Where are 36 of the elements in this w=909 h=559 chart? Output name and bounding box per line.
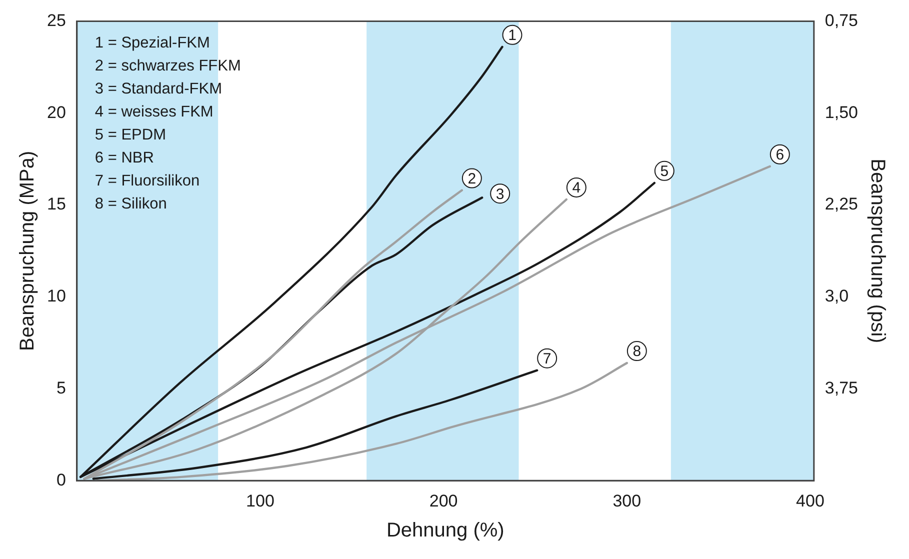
annotation: 7 = Fluorsilikon (94, 172, 200, 190)
y-tick-label: 15 (46, 194, 66, 214)
x-tick-label: 100 (246, 491, 274, 510)
y2-tick-label: 3,0 (824, 286, 849, 306)
annotation: 5 = EPDM (94, 126, 166, 144)
annotation: 1 = Spezial-FKM (94, 34, 210, 52)
x-tick-label: 400 (796, 491, 824, 510)
series-label: 5 (660, 163, 669, 180)
annotation: 2 = schwarzes FFKM (94, 57, 241, 74)
y2-tick-label: 2,25 (824, 194, 858, 214)
y2-axis-title: Beanspruchung (psi) (866, 158, 888, 344)
annotation: 6 = NBR (94, 149, 154, 166)
y-axis-title: Beanspruchung (MPa) (16, 150, 39, 351)
series-label: 2 (468, 170, 476, 188)
series-label: 8 (632, 343, 642, 360)
annotation: 8 = Silikon (94, 195, 167, 212)
y-tick-label: 5 (56, 378, 66, 398)
x-axis-title: Dehnung (%) (386, 520, 504, 542)
y-tick-label: 10 (46, 286, 66, 306)
y2-tick-label: 1,50 (824, 102, 858, 122)
annotation: 4 = weisses FKM (94, 103, 214, 120)
y-tick-label: 0 (56, 470, 66, 490)
series-label: 3 (496, 186, 504, 203)
y-tick-label: 25 (46, 10, 66, 30)
y2-tick-label: 3,75 (824, 378, 858, 398)
x-tick-label: 200 (429, 491, 458, 510)
annotation: 3 = Standard-FKM (94, 80, 222, 98)
series-label: 7 (542, 350, 552, 368)
y2-tick-label: 0,75 (824, 10, 858, 30)
series-label: 6 (776, 146, 784, 164)
line-series (92, 369, 538, 480)
line-series (96, 362, 628, 481)
series-label: 4 (572, 180, 581, 197)
x-tick-label: 300 (612, 491, 642, 510)
y-tick-label: 20 (46, 102, 66, 122)
series-label: 1 (508, 27, 516, 44)
